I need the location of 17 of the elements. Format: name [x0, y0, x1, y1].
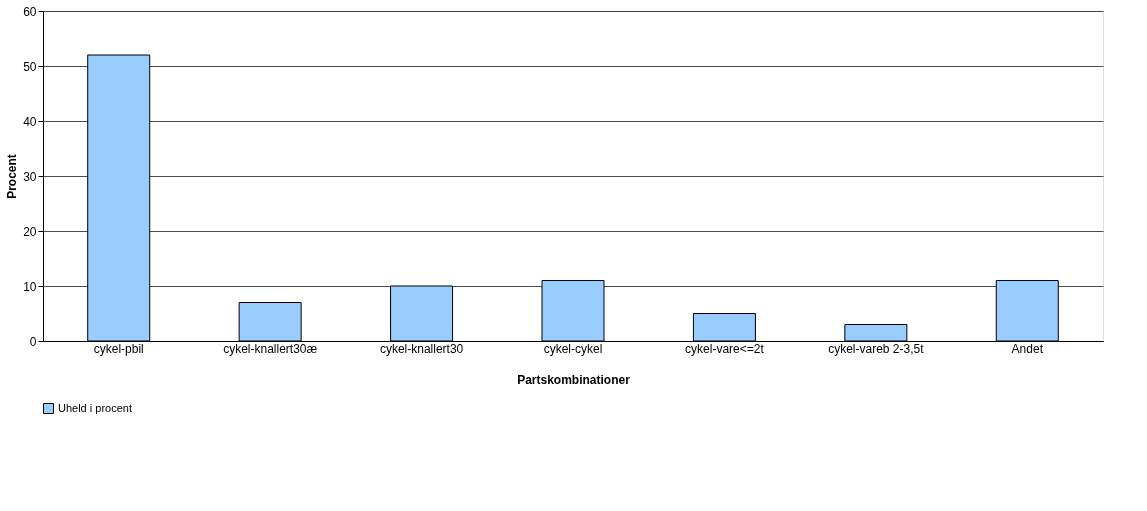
y-tick-label: 50 [23, 59, 37, 74]
y-axis-title: Procent [5, 154, 20, 199]
x-tick-label: cykel-vareb 2-3,5t [828, 341, 925, 356]
x-axis-title: Partskombinationer [517, 372, 631, 387]
y-tick-label: 10 [23, 279, 37, 294]
y-tick-label: 0 [29, 334, 37, 349]
y-tick-label: 60 [23, 4, 37, 19]
x-tick-label: cykel-vare<=2t [685, 341, 765, 356]
legend-label: Uheld i procent [58, 401, 132, 414]
x-tick-label: cykel-cykel [543, 341, 603, 356]
x-tick-label: cykel-knallert30æ [223, 341, 318, 356]
y-tick-label: 30 [23, 169, 37, 184]
x-tick-label: Andet [1011, 341, 1044, 356]
x-tick-label: cykel-pbil [93, 341, 144, 356]
y-tick-label: 40 [23, 114, 37, 129]
y-tick-label: 20 [23, 224, 37, 239]
x-tick-label: cykel-knallert30 [379, 341, 464, 356]
